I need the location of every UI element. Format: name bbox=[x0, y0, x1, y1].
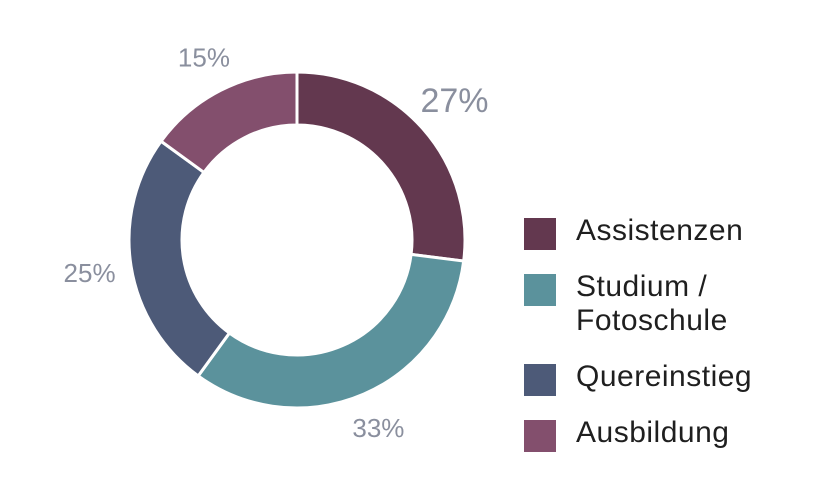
legend-swatch-quereinstieg bbox=[524, 364, 556, 396]
donut-slice-studium bbox=[196, 252, 466, 410]
value-label-quereinstieg: 25% bbox=[64, 258, 116, 288]
legend-item-ausbildung: Ausbildung bbox=[524, 416, 729, 452]
donut-slice-assistenzen bbox=[295, 70, 467, 263]
legend-item-assistenzen: Assistenzen bbox=[524, 214, 743, 250]
legend-label-studium-line1: Studium / bbox=[576, 270, 708, 303]
legend-label-quereinstieg: Quereinstieg bbox=[576, 360, 753, 393]
donut-slice-ausbildung bbox=[158, 70, 299, 175]
value-label-ausbildung: 15% bbox=[178, 42, 230, 72]
legend-item-studium: Studium / Fotoschule bbox=[524, 270, 728, 338]
legend-swatch-studium bbox=[524, 274, 556, 306]
legend-swatch-assistenzen bbox=[524, 218, 556, 250]
value-label-assistenzen: 27% bbox=[420, 82, 488, 120]
legend-item-quereinstieg: Quereinstieg bbox=[524, 360, 752, 396]
donut-slice-quereinstieg bbox=[127, 139, 232, 379]
legend-label-ausbildung: Ausbildung bbox=[576, 416, 730, 449]
legend-swatch-ausbildung bbox=[524, 420, 556, 452]
legend-label-studium-line2: Fotoschule bbox=[576, 304, 728, 337]
legend-label-assistenzen: Assistenzen bbox=[576, 214, 744, 247]
value-label-studium: 33% bbox=[352, 413, 404, 443]
